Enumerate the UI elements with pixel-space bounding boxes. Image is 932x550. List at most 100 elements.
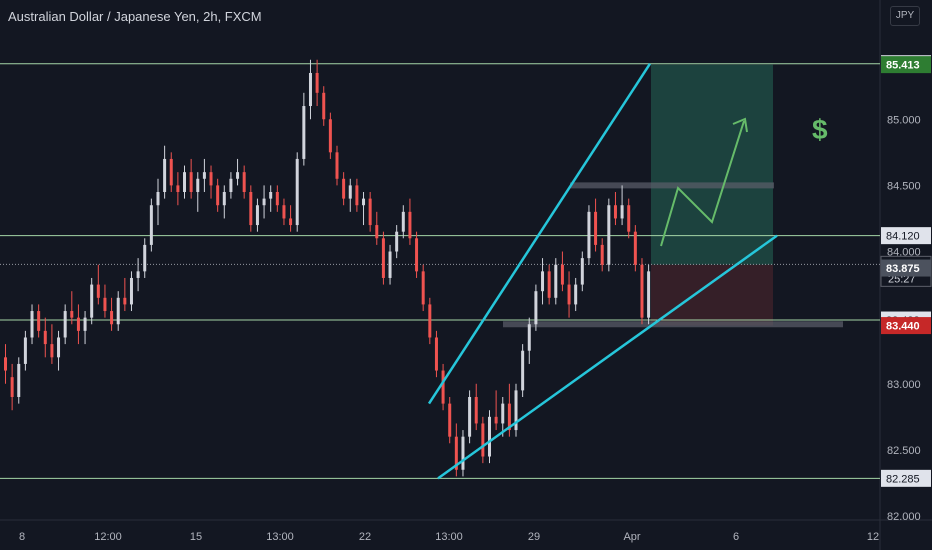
price-badge-label: 82.285	[886, 473, 920, 485]
candle-body	[541, 271, 545, 292]
candle-body	[275, 192, 279, 206]
candle-body	[163, 158, 167, 192]
y-tick-label: 82.000	[887, 511, 921, 523]
candle-body	[348, 185, 352, 199]
candle-body	[136, 271, 140, 278]
candle-body	[481, 423, 485, 457]
bid-price-badge	[881, 259, 931, 277]
candle-body	[342, 178, 346, 199]
candle-body	[10, 377, 14, 397]
candle-body	[30, 311, 34, 338]
candle-body	[362, 198, 366, 206]
candle-body	[421, 271, 425, 305]
candle-body	[70, 311, 74, 318]
price-badges: 85.42085.41384.12083.90325:2783.87583.48…	[880, 55, 932, 487]
candle-body	[600, 244, 604, 265]
candle-body	[110, 311, 114, 325]
candle-body	[368, 198, 372, 226]
currency-button[interactable]: JPY	[890, 6, 920, 26]
candle-body	[607, 205, 611, 265]
candle-body	[116, 297, 120, 325]
candle-body	[149, 205, 153, 245]
candle-body	[547, 271, 551, 298]
candle-body	[269, 192, 273, 199]
candle-body	[176, 185, 180, 192]
candle-body	[355, 185, 359, 206]
x-tick-label: 29	[528, 531, 540, 543]
candle-body	[17, 363, 21, 397]
candle-body	[249, 192, 253, 226]
x-tick-label: 12:00	[94, 531, 122, 543]
target-price-badge	[881, 56, 931, 74]
candle-body	[90, 284, 94, 318]
candle-body	[461, 436, 465, 470]
price-badge-label: 84.120	[886, 231, 920, 243]
y-tick-label: 83.000	[887, 379, 921, 391]
candle-body	[262, 198, 266, 206]
candle-body	[50, 344, 54, 358]
y-tick-label: 82.500	[887, 445, 921, 457]
price-axis: 85.000 84.500 84.000 83.000 82.500 82.000	[887, 114, 921, 523]
candle-body	[216, 185, 220, 206]
candle-body	[123, 297, 127, 305]
candle-body	[408, 211, 412, 239]
target-zone	[651, 64, 773, 265]
candle-body	[521, 350, 525, 391]
candle-body	[388, 251, 392, 278]
y-tick-label: 85.000	[887, 114, 921, 126]
candle-body	[156, 192, 160, 206]
candle-body	[43, 330, 47, 345]
candle-body	[574, 284, 578, 305]
candle-body	[640, 264, 644, 318]
candle-body	[242, 172, 246, 192]
chart-title: Australian Dollar / Japanese Yen, 2h, FX…	[8, 9, 262, 24]
x-tick-label: 13:00	[435, 531, 463, 543]
candle-body	[96, 284, 100, 298]
candle-body	[209, 172, 213, 186]
price-badge-label: 83.875	[886, 263, 920, 275]
candle-body	[580, 258, 584, 285]
candle-body	[627, 205, 631, 232]
lower-trendline	[437, 234, 778, 480]
support-box	[503, 321, 843, 328]
candle-body	[647, 271, 651, 318]
candle-body	[302, 106, 306, 159]
candle-body	[613, 205, 617, 219]
price-badge	[881, 227, 931, 245]
candle-body	[474, 397, 478, 424]
candle-body	[328, 119, 332, 153]
candle-body	[103, 297, 107, 312]
x-tick-label: 13:00	[266, 531, 294, 543]
price-badge	[881, 469, 931, 487]
upper-trendline	[427, 63, 652, 405]
candle-body	[560, 264, 564, 285]
x-tick-label: 8	[19, 531, 25, 543]
candle-body	[196, 178, 200, 192]
candle-body	[487, 416, 491, 457]
candle-body	[454, 436, 458, 470]
price-badge-label: 85.413	[886, 60, 920, 72]
projection-path	[660, 120, 745, 247]
candle-body	[236, 172, 240, 179]
candle-body	[507, 403, 511, 431]
candle-body	[315, 72, 319, 93]
x-tick-label: 15	[190, 531, 202, 543]
candle-body	[308, 72, 312, 107]
candle-body	[468, 397, 472, 437]
candle-body	[282, 205, 286, 219]
candle-body	[415, 238, 419, 272]
time-axis: 8 12:00 15 13:00 22 13:00 29 Apr 6 12	[19, 531, 879, 543]
candle-body	[189, 172, 193, 192]
candle-body	[501, 403, 505, 424]
candle-body	[448, 403, 452, 437]
resistance-box	[570, 182, 774, 189]
candle-body	[401, 211, 405, 232]
candle-body	[289, 218, 293, 226]
candle-body	[169, 158, 173, 186]
stop-zone	[651, 264, 773, 326]
x-tick-label: 22	[359, 531, 371, 543]
candle-body	[633, 231, 637, 265]
candle-body	[295, 158, 299, 226]
price-badge-label: 83.440	[886, 321, 920, 333]
